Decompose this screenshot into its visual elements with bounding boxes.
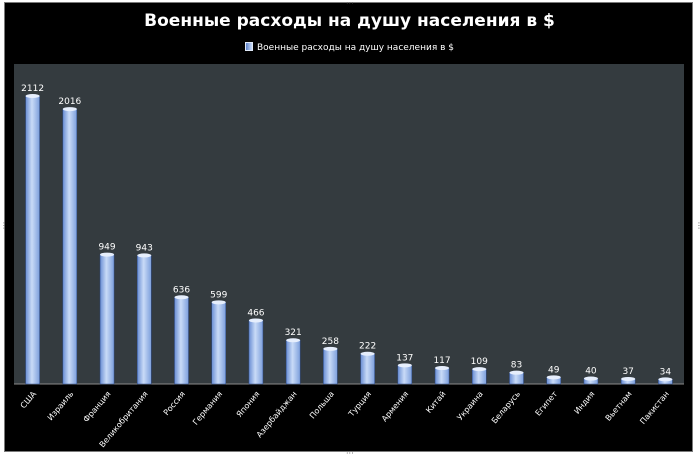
bar-9[interactable] [360,353,375,385]
bar-0[interactable] [25,95,40,385]
bar-10[interactable] [397,365,413,385]
x-tick-label-5: Германия [191,389,224,426]
resize-handle-bottom[interactable]: ··· [346,449,354,458]
bar-cap-11 [435,366,450,371]
data-label-9: 222 [359,342,376,352]
bar-12[interactable] [472,368,487,385]
bar-cap-16 [621,376,636,381]
bar-cap-12 [472,367,487,372]
x-tick-label-1: Израиль [46,389,76,422]
bar-cap-7 [286,338,301,343]
bar-cap-15 [583,376,598,381]
data-label-10: 137 [396,353,413,363]
x-tick-label-7: Азербайджан [255,390,299,440]
bar-cap-17 [658,377,673,382]
bar-1[interactable] [62,108,78,385]
data-label-14: 49 [548,365,560,375]
bar-cap-14 [546,375,561,380]
bar-cap-6 [248,318,263,323]
resize-handle-top[interactable]: ··· [346,0,354,8]
data-label-12: 109 [471,357,488,367]
bar-cap-8 [323,346,338,351]
chart-title: Военные расходы на душу населения в $ [144,11,555,31]
bar-cap-5 [211,300,226,305]
bar-cap-10 [397,363,412,368]
data-label-7: 321 [285,328,302,338]
bar-8[interactable] [323,348,338,385]
bar-5[interactable] [211,302,226,385]
resize-handle-right[interactable]: ⋮ [695,221,700,230]
bar-cap-0 [25,94,40,98]
data-label-6: 466 [247,308,264,318]
bar-cap-2 [100,252,115,257]
data-label-5: 599 [210,290,227,300]
x-tick-label-11: Китай [424,390,447,415]
x-tick-label-16: Вьетнам [604,390,634,423]
x-tick-label-9: Турция [346,389,373,419]
data-label-11: 117 [433,356,450,366]
data-label-13: 83 [511,361,522,371]
data-label-15: 40 [585,367,597,377]
data-label-8: 258 [322,337,339,347]
x-tick-label-8: Польша [308,389,336,420]
x-tick-label-0: США [19,389,39,410]
x-tick-label-10: Армения [380,389,411,423]
data-label-1: 2016 [58,97,81,107]
legend-label: Военные расходы на душу населения в $ [257,43,454,53]
x-tick-label-12: Украина [455,389,484,422]
bar-3[interactable] [137,255,152,385]
bar-cap-9 [360,351,375,356]
data-label-3: 943 [136,243,153,253]
bar-cap-3 [137,253,152,258]
bar-2[interactable] [99,254,115,385]
resize-handle-left[interactable]: ⋮ [0,221,8,230]
legend-swatch [245,42,253,51]
bar-4[interactable] [174,297,189,385]
x-tick-label-6: Япония [235,389,262,419]
x-tick-label-4: Россия [162,389,187,417]
x-tick-label-13: Беларусь [490,389,522,425]
data-label-0: 2112 [21,84,44,94]
x-tick-label-2: Франция [82,389,113,424]
bar-cap-4 [174,295,189,300]
bar-cap-13 [509,370,524,375]
data-label-16: 37 [622,367,633,377]
bar-cap-1 [62,107,77,112]
x-tick-label-17: Пакистан [638,390,671,427]
data-label-4: 636 [173,285,190,295]
data-label-2: 949 [98,243,115,253]
x-tick-label-14: Египет [534,389,560,417]
legend: Военные расходы на душу населения в $ [5,42,694,53]
bar-6[interactable] [248,320,264,385]
data-label-17: 34 [660,367,672,377]
bar-11[interactable] [434,367,450,385]
bar-7[interactable] [285,339,301,385]
x-tick-label-15: Индия [572,389,596,415]
plot-area [14,64,684,384]
